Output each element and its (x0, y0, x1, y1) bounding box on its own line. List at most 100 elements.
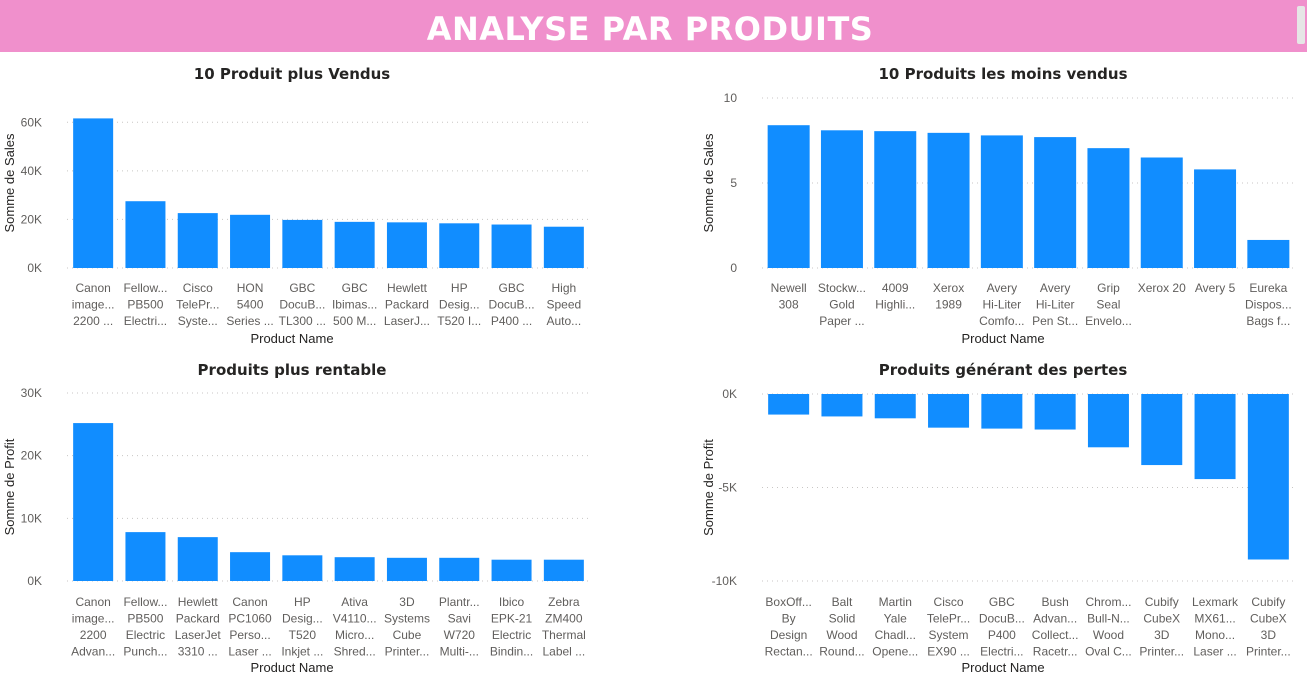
x-tick-label: Cisco TelePr... System EX90 ... (927, 595, 970, 659)
bar[interactable] (1140, 157, 1183, 269)
y-tick-label: 0K (27, 261, 42, 275)
x-tick-label: Stockw... Gold Paper ... (818, 281, 866, 328)
chart-title: 10 Produit plus Vendus (194, 65, 391, 83)
x-tick-label: Martin Yale Chadl... Opene... (872, 595, 918, 659)
x-tick-label: Canon PC1060 Perso... Laser ... (228, 595, 272, 659)
y-tick-label: 0K (27, 574, 42, 588)
y-tick-label: 30K (21, 386, 42, 400)
x-tick-label: Avery Hi-Liter Comfo... (979, 281, 1024, 328)
bar[interactable] (334, 557, 375, 581)
chart-bottom-sales: 10 Produits les moins vendus 0 5 10 Somme de… (701, 65, 1295, 346)
x-tick-label: High Speed Auto... (546, 281, 581, 328)
bar[interactable] (1087, 148, 1130, 268)
bar[interactable] (439, 223, 480, 268)
bar[interactable] (981, 394, 1023, 429)
bar[interactable] (1247, 394, 1289, 560)
x-tick-label: Fellow... PB500 Electri... (123, 281, 167, 328)
bar[interactable] (177, 537, 218, 581)
x-tick-label: GBC DocuB... P400 Electri... (979, 595, 1025, 659)
bar[interactable] (1194, 169, 1237, 268)
bar[interactable] (1247, 239, 1290, 268)
x-tick-label: 4009 Highli... (875, 281, 915, 312)
x-tick-label: Hewlett Packard LaserJet 3310 ... (175, 595, 222, 659)
bar[interactable] (230, 214, 271, 268)
y-tick-label: -10K (712, 574, 737, 588)
x-tick-label: Plantr... Savi W720 Multi-... (439, 595, 480, 659)
bar[interactable] (73, 423, 114, 581)
y-tick-label: 0 (730, 261, 737, 275)
bar[interactable] (821, 394, 863, 417)
bar[interactable] (73, 118, 114, 269)
x-tick-label: HP Desig... T520 I... (437, 281, 481, 328)
x-tick-label: Cubify CubeX 3D Printer... (1139, 595, 1184, 659)
y-tick-label: 5 (730, 176, 737, 190)
header-banner: ANALYSE PAR PRODUITS (0, 0, 1307, 52)
bar[interactable] (767, 125, 810, 268)
x-tick-label: Newell 308 (771, 281, 807, 312)
bar[interactable] (543, 559, 584, 581)
y-axis-label: Somme de Sales (2, 133, 17, 232)
bar[interactable] (386, 222, 427, 268)
bar[interactable] (125, 532, 166, 581)
y-tick-label: 20K (21, 212, 42, 226)
x-tick-label: GBC DocuB... TL300 ... (279, 281, 326, 328)
x-tick-label: HP Desig... T520 Inkjet ... (281, 595, 323, 659)
x-axis-label: Product Name (961, 331, 1044, 346)
x-axis-label: Product Name (961, 660, 1044, 675)
bar[interactable] (928, 394, 970, 428)
y-tick-label: 0K (722, 387, 737, 401)
x-tick-label: Ativa V4110... Micro... Shred... (333, 595, 377, 659)
x-tick-label: Chrom... Bull-N... Wood Oval C... (1085, 595, 1132, 659)
chart-title: Produits générant des pertes (879, 361, 1128, 379)
y-tick-label: 10K (21, 511, 42, 525)
x-tick-label: Bush Advan... Collect... Racetr... (1032, 595, 1079, 659)
bar[interactable] (1087, 394, 1129, 448)
x-tick-label: Xerox 1989 (933, 281, 964, 312)
bar[interactable] (543, 226, 584, 268)
x-tick-label: Lexmark MX61... Mono... Laser ... (1192, 595, 1239, 659)
x-tick-label: Canon image... 2200 Advan... (71, 595, 115, 659)
bar[interactable] (1034, 137, 1077, 268)
x-tick-label: Hewlett Packard LaserJ... (384, 281, 430, 328)
x-tick-label: Cisco TelePr... Syste... (176, 281, 219, 328)
x-tick-label: Fellow... PB500 Electric Punch... (123, 595, 167, 659)
bar[interactable] (439, 557, 480, 581)
bar[interactable] (177, 213, 218, 268)
bar[interactable] (282, 219, 323, 268)
bar[interactable] (491, 224, 532, 268)
x-tick-label: Eureka Dispos... Bags f... (1245, 281, 1292, 328)
x-tick-label: Avery 5 (1195, 281, 1236, 295)
x-tick-label: Canon image... 2200 ... (72, 281, 115, 328)
x-tick-label: Zebra ZM400 Thermal Label ... (542, 595, 586, 659)
bar[interactable] (768, 394, 810, 415)
y-tick-label: 10 (724, 91, 738, 105)
y-tick-label: 20K (21, 449, 42, 463)
x-tick-label: Balt Solid Wood Round... (819, 595, 864, 659)
scrollbar-thumb[interactable] (1297, 6, 1305, 44)
bar[interactable] (230, 552, 271, 581)
bar[interactable] (874, 394, 916, 419)
x-tick-label: Avery Hi-Liter Pen St... (1032, 281, 1078, 328)
bar[interactable] (282, 555, 323, 581)
bar[interactable] (1141, 394, 1183, 466)
x-tick-label: Xerox 20 (1138, 281, 1186, 295)
y-tick-label: -5K (718, 481, 737, 495)
x-axis-label: Product Name (250, 660, 333, 675)
x-tick-label: GBC Ibimas... 500 M... (332, 281, 377, 328)
y-axis-label: Somme de Profit (2, 438, 17, 535)
bar[interactable] (1194, 394, 1236, 480)
page-title: ANALYSE PAR PRODUITS (426, 10, 874, 48)
bar[interactable] (386, 557, 427, 581)
bar[interactable] (1034, 394, 1076, 430)
x-tick-label: Grip Seal Envelo... (1085, 281, 1132, 328)
y-tick-label: 40K (21, 164, 42, 178)
chart-title: 10 Produits les moins vendus (878, 65, 1127, 83)
bar[interactable] (125, 201, 166, 268)
bar[interactable] (980, 135, 1023, 268)
x-tick-label: Cubify CubeX 3D Printer... (1246, 595, 1291, 659)
bar[interactable] (491, 559, 532, 581)
bar[interactable] (334, 221, 375, 268)
bar[interactable] (927, 132, 970, 268)
bar[interactable] (874, 131, 917, 268)
bar[interactable] (820, 130, 863, 268)
